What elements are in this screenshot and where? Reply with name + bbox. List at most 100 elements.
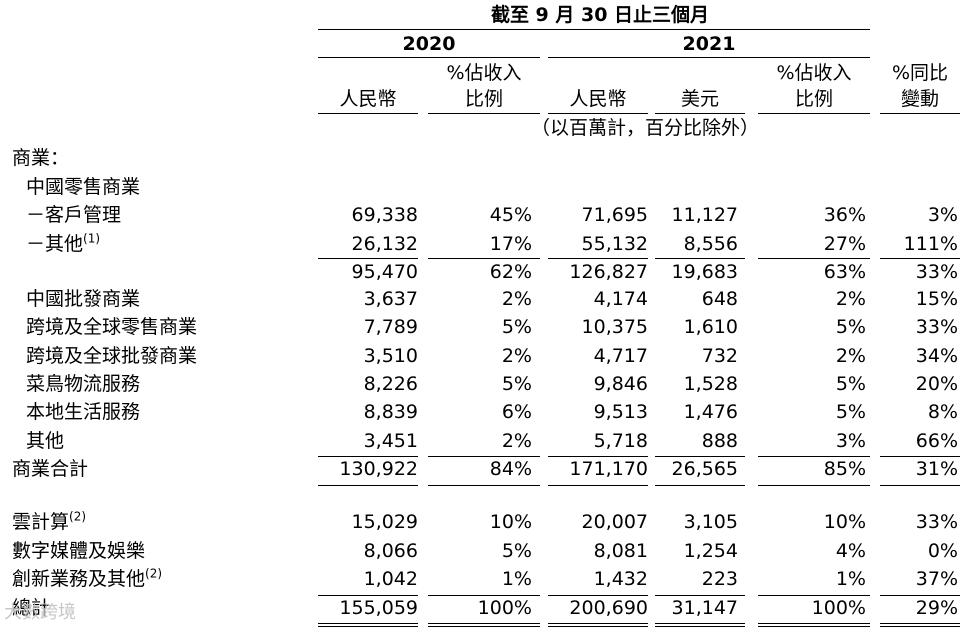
header-rule-2020 <box>318 57 540 58</box>
cell-usd2021: 1,254 <box>683 540 738 562</box>
col-rule-pct-2021 <box>758 113 870 114</box>
cell-pct2020: 6% <box>501 401 532 423</box>
total-rule <box>758 485 870 486</box>
subtotal-rule <box>428 456 540 457</box>
cell-yoy: 33% <box>915 316 958 338</box>
year-2020-header: 2020 <box>402 33 456 55</box>
cell-yoy: 15% <box>915 288 958 310</box>
total-rule-double <box>318 626 418 627</box>
row-label-text: －其他 <box>26 233 84 255</box>
cell-usd2021: 223 <box>701 568 738 590</box>
cell-rmb2021: 71,695 <box>581 204 648 226</box>
subtotal-rule <box>318 595 418 596</box>
subtotal-rule <box>758 456 870 457</box>
cell-usd2021: 26,565 <box>671 458 738 480</box>
subtotal-rule <box>548 456 648 457</box>
cell-yoy: 31% <box>915 458 958 480</box>
subtotal-rule <box>428 258 540 259</box>
row-label: 其他 <box>26 430 64 452</box>
cell-pct2020: 45% <box>489 204 532 226</box>
row-label: 本地生活服務 <box>26 401 140 423</box>
cell-usd2021: 11,127 <box>671 204 738 226</box>
row-label-text: 數字媒體及娛樂 <box>12 540 146 562</box>
col-yoy-line1: %同比 <box>891 62 949 84</box>
row-label-text: 跨境及全球零售商業 <box>26 316 198 338</box>
header-rule-period <box>318 29 870 30</box>
cell-yoy: 33% <box>915 511 958 533</box>
cell-yoy: 33% <box>915 261 958 283</box>
cell-rmb2021: 8,081 <box>593 540 648 562</box>
cell-rmb2021: 200,690 <box>569 597 648 619</box>
total-rule-double <box>428 626 540 627</box>
cell-rmb2021: 126,827 <box>569 261 648 283</box>
subtotal-rule <box>880 595 960 596</box>
row-label-text: 菜鳥物流服務 <box>26 373 141 395</box>
row-label-text: －客戶管理 <box>26 204 122 226</box>
cell-pct2020: 2% <box>501 288 532 310</box>
cell-rmb2020: 1,042 <box>363 568 418 590</box>
cell-yoy: 37% <box>915 568 958 590</box>
cell-pct2021: 5% <box>835 373 866 395</box>
cell-pct2021: 1% <box>835 568 866 590</box>
cell-pct2021: 2% <box>835 288 866 310</box>
row-label-text: 其他 <box>26 430 65 452</box>
cell-pct2021: 5% <box>835 401 866 423</box>
col-pct-2020-line1: %佔收入 <box>446 62 522 84</box>
total-rule <box>428 485 540 486</box>
cell-rmb2020: 3,451 <box>363 430 418 452</box>
subtotal-rule <box>428 595 540 596</box>
col-rule-usd-2021 <box>655 113 745 114</box>
cell-usd2021: 888 <box>701 430 738 452</box>
cell-usd2021: 1,610 <box>683 316 738 338</box>
cell-rmb2021: 1,432 <box>593 568 648 590</box>
row-label: －其他(1) <box>26 233 100 255</box>
cell-pct2021: 100% <box>811 597 866 619</box>
subtotal-rule <box>758 258 870 259</box>
cell-rmb2021: 171,170 <box>569 458 648 480</box>
cell-yoy: 34% <box>915 345 958 367</box>
cell-rmb2020: 8,226 <box>363 373 418 395</box>
cell-rmb2020: 7,789 <box>363 316 418 338</box>
cell-usd2021: 8,556 <box>683 233 738 255</box>
cell-yoy: 3% <box>927 204 958 226</box>
cell-rmb2020: 8,066 <box>363 540 418 562</box>
col-rmb-2021: 人民幣 <box>569 88 627 110</box>
row-label: 商業合計 <box>12 458 88 480</box>
cell-pct2020: 10% <box>489 511 532 533</box>
row-label-text: 跨境及全球批發商業 <box>26 345 198 367</box>
col-pct-2020-line2: 比例 <box>464 88 503 110</box>
cell-rmb2020: 130,922 <box>339 458 418 480</box>
period-header: 截至 9 月 30 日止三個月 <box>490 4 710 26</box>
total-rule <box>655 485 745 486</box>
row-label-text: 創新業務及其他 <box>12 568 146 590</box>
cell-rmb2020: 155,059 <box>339 597 418 619</box>
cell-rmb2020: 26,132 <box>351 233 418 255</box>
unit-note: （以百萬計，百分比除外） <box>530 117 759 139</box>
cell-rmb2021: 9,846 <box>593 373 648 395</box>
subtotal-rule <box>548 595 648 596</box>
cell-pct2020: 17% <box>489 233 532 255</box>
col-pct-2021-line2: 比例 <box>794 88 833 110</box>
subtotal-rule <box>548 258 648 259</box>
cell-rmb2021: 9,513 <box>593 401 648 423</box>
row-label-text: 中國批發商業 <box>26 288 141 310</box>
cell-usd2021: 648 <box>701 288 738 310</box>
cell-pct2021: 4% <box>835 540 866 562</box>
cell-pct2020: 2% <box>501 345 532 367</box>
cell-usd2021: 1,528 <box>683 373 738 395</box>
total-rule-double <box>548 626 648 627</box>
footnote-marker: (2) <box>69 509 87 524</box>
cell-pct2021: 2% <box>835 345 866 367</box>
cell-pct2020: 62% <box>489 261 532 283</box>
col-rule-rmb-2021 <box>548 113 648 114</box>
row-label-text: 總計 <box>12 597 51 619</box>
cell-pct2021: 5% <box>835 316 866 338</box>
watermark-text: 大數跨境 <box>4 602 76 623</box>
row-label: 跨境及全球零售商業 <box>26 316 197 338</box>
col-yoy-line2: 變動 <box>900 88 939 110</box>
col-rmb-2020: 人民幣 <box>339 88 397 110</box>
row-label: 菜鳥物流服務 <box>26 373 140 395</box>
cell-pct2021: 10% <box>823 511 866 533</box>
row-label: 創新業務及其他(2) <box>12 568 162 590</box>
subtotal-rule <box>655 258 745 259</box>
